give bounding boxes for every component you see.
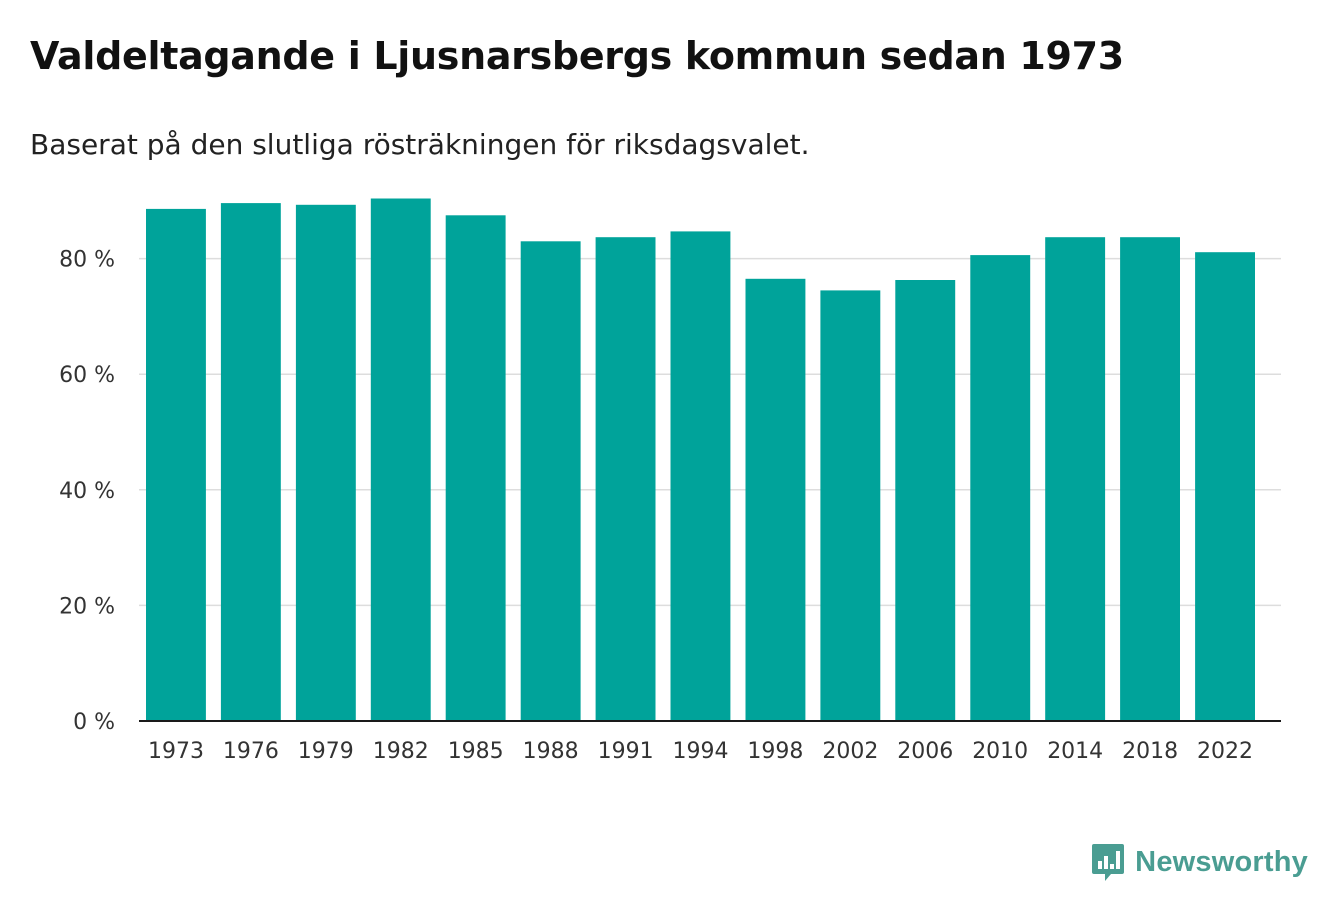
x-tick-label: 2018 (1122, 739, 1178, 764)
y-tick-label: 20 % (59, 594, 115, 619)
bar-2002 (820, 290, 881, 721)
bar-chart-speech-bubble-icon (1092, 844, 1125, 881)
brand-name: Newsworthy (1135, 845, 1308, 878)
y-tick-label: 0 % (73, 710, 115, 735)
newsworthy-logo: Newsworthy (1091, 842, 1308, 882)
bar-1979 (295, 204, 356, 722)
bar-2010 (970, 255, 1031, 721)
x-tick-label: 2014 (1047, 739, 1103, 764)
bar-1998 (745, 278, 806, 721)
chart-title: Valdeltagande i Ljusnarsbergs kommun sed… (30, 34, 1124, 78)
bar-1985 (445, 215, 506, 722)
chart-subtitle: Baserat på den slutliga rösträkningen fö… (30, 128, 810, 161)
bar-1982 (370, 198, 431, 721)
x-tick-label: 2010 (972, 739, 1028, 764)
x-axis-ticks: 1973 1976 1979 1982 1985 1988 1991 1994 1998 2002… (148, 739, 1253, 764)
bar-1991 (595, 237, 656, 721)
x-tick-label: 1982 (373, 739, 429, 764)
x-tick-label: 1976 (223, 739, 279, 764)
y-tick-label: 80 % (59, 248, 115, 273)
bar-2006 (895, 280, 956, 721)
x-tick-label: 1985 (448, 739, 504, 764)
bar-2022 (1195, 252, 1255, 721)
x-tick-label: 1988 (523, 739, 579, 764)
bar-2014 (1045, 237, 1106, 721)
bar-1973 (146, 208, 206, 721)
bars (146, 198, 1255, 722)
bar-1994 (670, 231, 731, 721)
x-tick-label: 2022 (1197, 739, 1253, 764)
x-tick-label: 1979 (298, 739, 354, 764)
bar-2018 (1120, 237, 1180, 721)
bar-1976 (220, 203, 281, 722)
bar-1988 (520, 241, 581, 722)
x-tick-label: 2002 (822, 739, 878, 764)
x-tick-label: 1994 (673, 739, 729, 764)
y-tick-label: 40 % (59, 479, 115, 504)
x-tick-label: 1998 (747, 739, 803, 764)
y-tick-label: 60 % (59, 363, 115, 388)
y-axis-ticks: 0 % 20 % 40 % 60 % 80 % (59, 248, 115, 735)
x-tick-label: 1973 (148, 739, 204, 764)
x-tick-label: 2006 (897, 739, 953, 764)
x-tick-label: 1991 (598, 739, 654, 764)
